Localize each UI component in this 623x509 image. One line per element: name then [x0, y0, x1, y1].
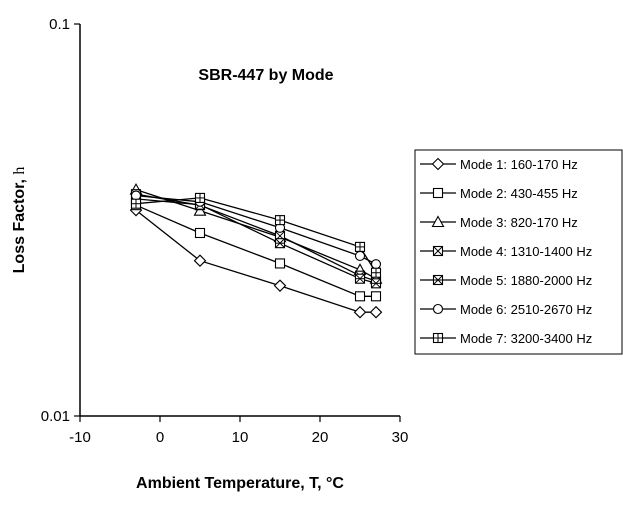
marker-circle: [432, 303, 444, 315]
legend-label: Mode 5: 1880-2000 Hz: [460, 273, 592, 288]
x-tick-label: 0: [156, 429, 164, 446]
legend-item: Mode 1: 160-170 Hz: [420, 157, 578, 172]
y-axis-title-text: Loss Factor,: [11, 175, 28, 274]
data-point: [194, 192, 206, 203]
data-point: [354, 241, 366, 252]
data-point: [354, 273, 366, 284]
marker-triangle-shape: [431, 215, 445, 228]
legend-label: Mode 1: 160-170 Hz: [460, 157, 578, 172]
y-tick-label: 0.1: [49, 16, 70, 33]
legend-box: [414, 149, 623, 355]
y-axis-title: Loss Factor, h: [11, 167, 28, 274]
data-point: [370, 291, 382, 302]
marker-diamond: [431, 157, 445, 171]
y-axis-title-symbol: h: [11, 167, 28, 175]
legend-label: Mode 2: 430-455 Hz: [460, 186, 578, 201]
series-1: [129, 203, 383, 319]
legend-item: Mode 4: 1310-1400 Hz: [420, 244, 592, 259]
marker-diamond-shape: [273, 279, 287, 292]
y-tick-label: 0.01: [41, 408, 70, 425]
marker-diamond-shape: [353, 305, 367, 319]
data-point: [274, 258, 286, 269]
data-point: [273, 279, 287, 292]
data-point: [274, 238, 286, 249]
marker-diamond-shape: [431, 157, 445, 171]
data-point: [353, 305, 367, 319]
x-tick-label: 10: [232, 429, 249, 446]
marker-square: [432, 187, 444, 199]
legend-label: Mode 4: 1310-1400 Hz: [460, 244, 592, 259]
data-point: [370, 278, 382, 289]
data-point: [194, 227, 206, 239]
marker-circle-shape: [432, 303, 444, 315]
marker-triangle: [431, 215, 445, 228]
marker-diamond-shape: [193, 254, 207, 267]
marker-square-shape: [370, 291, 382, 302]
x-tick-label: 20: [312, 429, 329, 446]
legend-label: Mode 6: 2510-2670 Hz: [460, 302, 592, 317]
x-axis-title: Ambient Temperature, T, °C: [136, 475, 344, 492]
ticks-layer: -10 0 10 20 30 0.01 0.1: [41, 16, 409, 446]
legend-item: Mode 3: 820-170 Hz: [420, 215, 578, 230]
marker-x-line: [433, 246, 443, 256]
legend-item: Mode 7: 3200-3400 Hz: [420, 331, 592, 346]
data-point: [370, 267, 382, 278]
marker-square-shape: [274, 258, 286, 269]
data-point: [193, 254, 207, 267]
marker-diamond-shape: [369, 305, 383, 319]
marker-square-plus: [432, 332, 444, 344]
legend-item: Mode 6: 2510-2670 Hz: [420, 302, 592, 317]
data-point: [369, 305, 383, 319]
marker-square-shape: [194, 227, 206, 239]
marker-square-x: [432, 245, 444, 257]
data-point: [130, 198, 142, 209]
data-point: [354, 291, 366, 302]
marker-square-cross: [432, 274, 444, 286]
series-layer: [129, 182, 383, 319]
marker-square-shape: [354, 291, 366, 302]
x-tick-label: 30: [392, 429, 409, 446]
x-tick-label: -10: [69, 429, 91, 446]
marker-square-shape: [432, 187, 444, 199]
legend-label: Mode 7: 3200-3400 Hz: [460, 331, 592, 346]
chart-title: SBR-447 by Mode: [198, 67, 333, 84]
series-7: [130, 192, 382, 278]
legend-items: Mode 1: 160-170 Hz Mode 2: 430-455 Hz Mode…: [420, 157, 592, 346]
data-point: [274, 215, 286, 226]
legend-item: Mode 5: 1880-2000 Hz: [420, 273, 592, 288]
legend-label: Mode 3: 820-170 Hz: [460, 215, 578, 230]
legend: Mode 1: 160-170 Hz Mode 2: 430-455 Hz Mode…: [414, 149, 623, 355]
legend-item: Mode 2: 430-455 Hz: [420, 186, 578, 201]
